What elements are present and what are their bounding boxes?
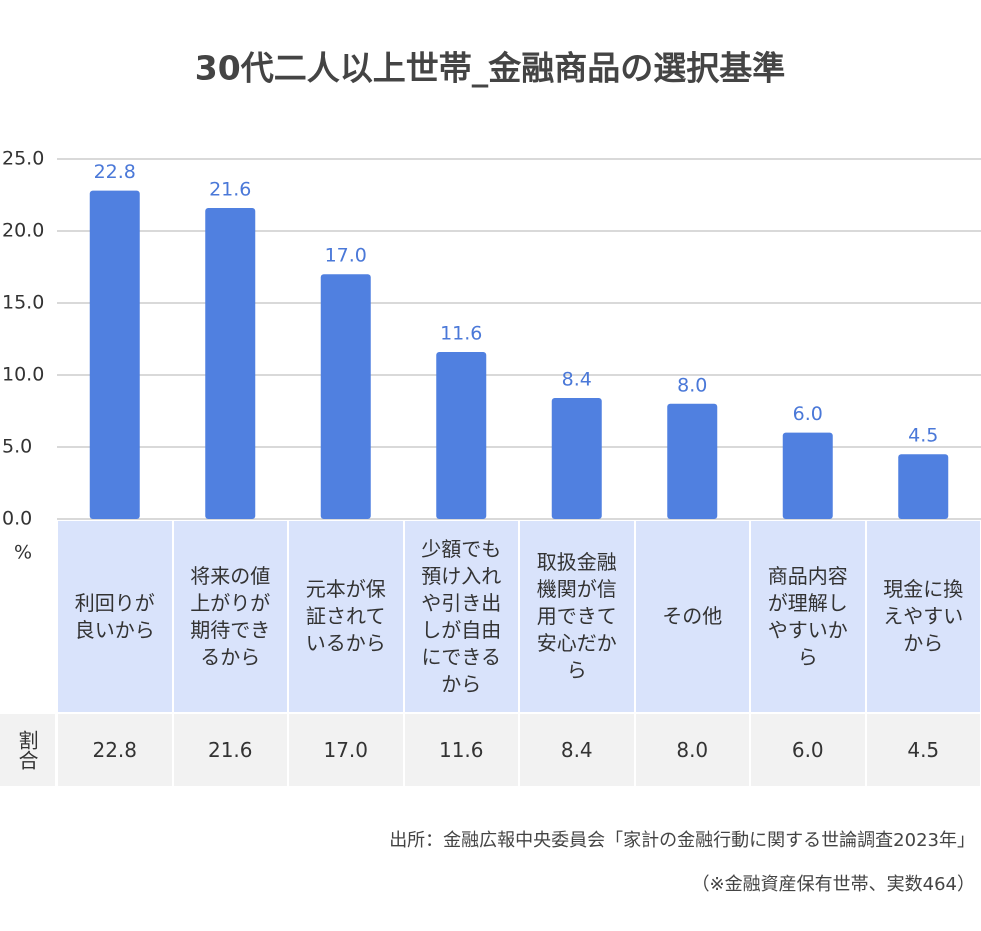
value-cell: 22.8 — [58, 714, 172, 786]
category-cell: 将来の値上がりが期待できるから — [173, 521, 287, 712]
chart-title: 30代二人以上世帯_金融商品の選択基準 — [195, 49, 785, 88]
category-cell: 少額でも預け入れや引き出しが自由にできるから — [404, 521, 518, 712]
value-cell-text: 6.0 — [791, 738, 824, 762]
category-cell-text: 利回りが良いから — [74, 590, 155, 642]
value-label: 8.4 — [562, 369, 592, 391]
value-label: 22.8 — [94, 161, 136, 183]
category-cell-text: 元本が保証されているから — [305, 577, 386, 655]
value-label: 11.6 — [440, 322, 482, 344]
source: 出所：金融広報中央委員会「家計の金融行動に関する世論調査2023年」 — [389, 830, 975, 851]
value-cell: 11.6 — [404, 714, 518, 786]
y-tick-label: 15.0 — [2, 292, 44, 314]
category-cell-text: 取扱金融機関が信用できて安心だから — [536, 550, 617, 682]
category-cell: 商品内容が理解しやすいから — [751, 521, 865, 712]
value-cell-text: 4.5 — [907, 738, 940, 762]
value-cell-text: 8.4 — [560, 738, 593, 762]
value-cell: 17.0 — [289, 714, 403, 786]
source-note: （※金融資産保有世帯、実数464） — [691, 874, 975, 895]
bar — [320, 274, 371, 519]
category-cell-text: 将来の値上がりが期待できるから — [190, 563, 271, 669]
category-cell: その他 — [635, 521, 749, 712]
y-tick-label: 25.0 — [2, 148, 44, 170]
value-cell: 8.4 — [520, 714, 634, 786]
value-label: 21.6 — [209, 178, 251, 200]
bar — [898, 454, 949, 519]
y-tick-label: 20.0 — [2, 220, 44, 242]
bar — [436, 351, 487, 519]
value-label: 4.5 — [908, 425, 938, 447]
category-cell: 元本が保証されているから — [289, 521, 403, 712]
y-unit: % — [14, 542, 32, 564]
category-cell-text: 少額でも預け入れや引き出しが自由にできるから — [421, 536, 502, 696]
bar — [667, 403, 718, 519]
category-cell: 利回りが良いから — [58, 521, 172, 712]
value-cell: 6.0 — [751, 714, 865, 786]
value-cell: 4.5 — [866, 714, 980, 786]
value-cell: 21.6 — [173, 714, 287, 786]
y-tick-label: 0.0 — [2, 508, 32, 530]
value-cell-text: 21.6 — [207, 738, 253, 762]
row-header: 割合 — [0, 714, 55, 786]
y-tick-label: 10.0 — [2, 364, 44, 386]
bar — [551, 398, 602, 519]
bar — [782, 432, 833, 519]
category-cell-text: 現金に換えやすいから — [883, 577, 964, 655]
value-label: 8.0 — [677, 374, 707, 396]
category-cell-text: 商品内容が理解しやすいから — [767, 563, 848, 669]
category-cell: 取扱金融機関が信用できて安心だから — [520, 521, 634, 712]
value-label: 17.0 — [325, 245, 367, 267]
bar — [89, 190, 140, 519]
y-tick-label: 5.0 — [2, 436, 32, 458]
category-cell-text: その他 — [662, 604, 723, 628]
value-cell-text: 8.0 — [676, 738, 709, 762]
value-label: 6.0 — [793, 403, 823, 425]
value-cell-text: 17.0 — [323, 738, 369, 762]
value-cell: 8.0 — [635, 714, 749, 786]
value-cell-text: 11.6 — [438, 738, 484, 762]
value-cell-text: 22.8 — [92, 738, 138, 762]
category-cell: 現金に換えやすいから — [866, 521, 980, 712]
bar — [205, 207, 256, 519]
